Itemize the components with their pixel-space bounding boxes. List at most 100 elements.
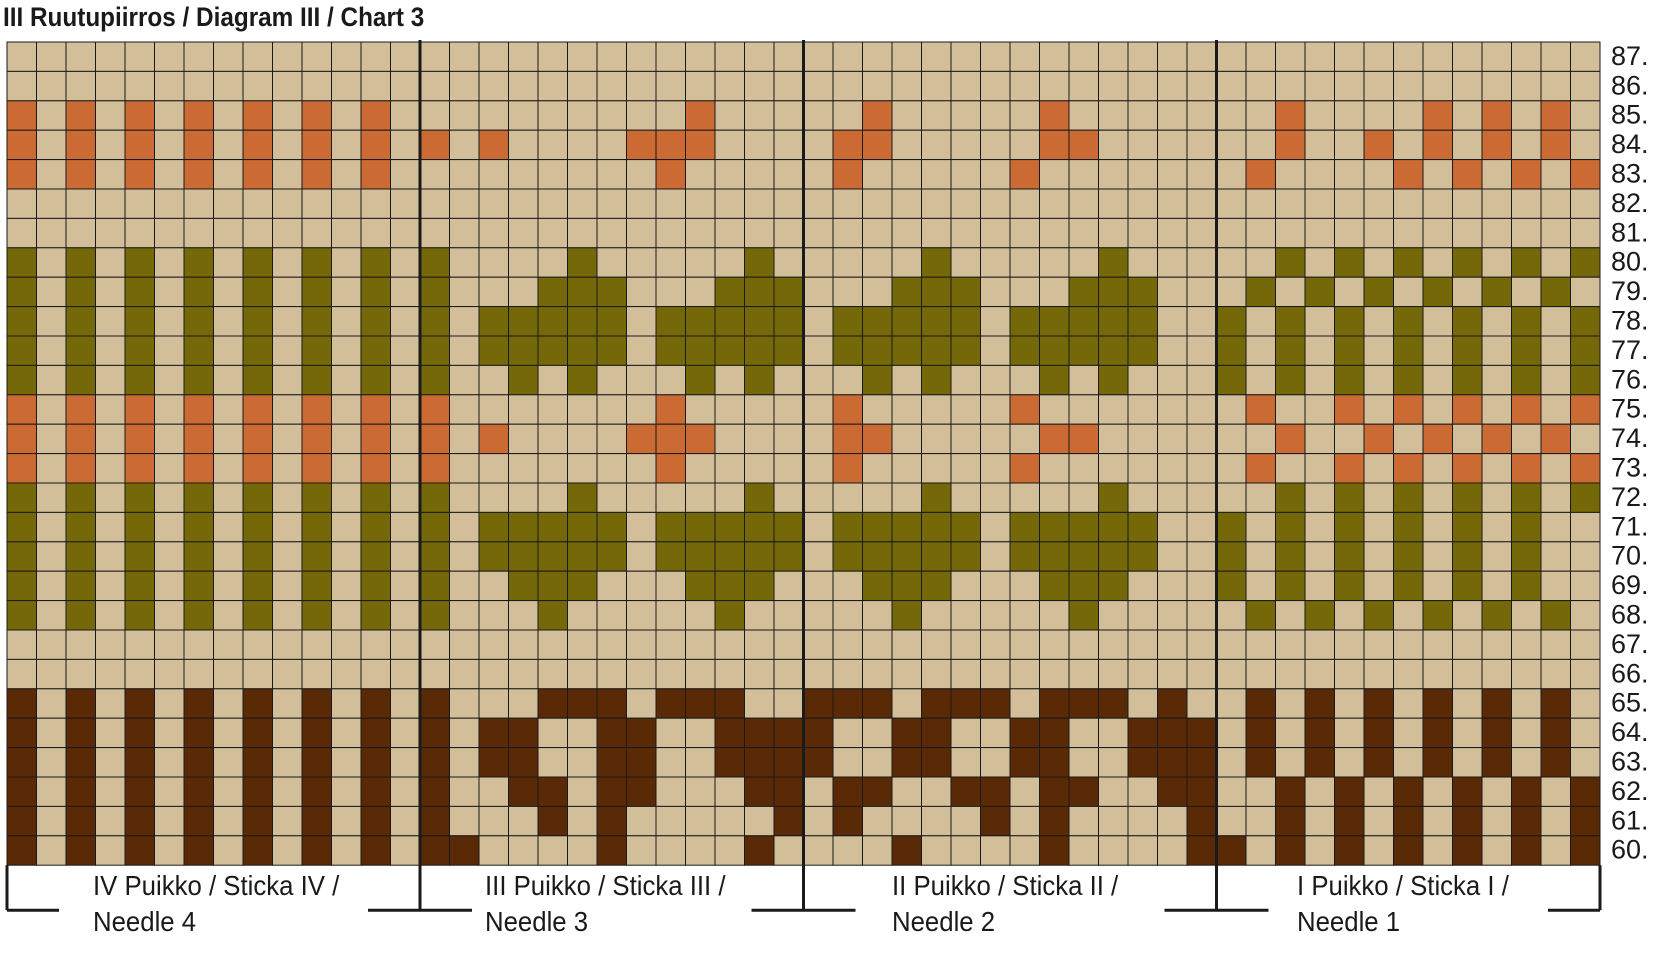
stitch-cell (921, 835, 952, 866)
stitch-cell (508, 276, 539, 308)
stitch-cell (419, 747, 450, 778)
stitch-cell (419, 306, 450, 337)
stitch-cell (1098, 159, 1129, 190)
stitch-cell (213, 129, 244, 161)
stitch-cell (272, 188, 303, 219)
stitch-cell (1452, 423, 1483, 455)
stitch-cell (1098, 482, 1129, 513)
stitch-cell (360, 188, 391, 219)
stitch-cell (921, 805, 952, 837)
stitch-cell (891, 805, 922, 837)
row-number-label: 60. (1611, 835, 1649, 865)
stitch-cell (1304, 805, 1335, 837)
stitch-cell (95, 600, 126, 631)
stitch-cell (301, 306, 332, 337)
stitch-cell (1127, 70, 1158, 102)
stitch-cell (921, 423, 952, 455)
stitch-cell (832, 835, 863, 866)
stitch-cell (360, 100, 391, 131)
stitch-cell (655, 159, 686, 190)
stitch-cell (1511, 217, 1542, 249)
stitch-cell (1186, 159, 1217, 190)
stitch-cell (1334, 453, 1365, 484)
stitch-cell (1540, 394, 1571, 425)
stitch-cell (950, 805, 981, 837)
stitch-cell (478, 394, 509, 425)
stitch-cell (891, 688, 922, 719)
stitch-cell (832, 364, 863, 396)
stitch-cell (1570, 453, 1601, 484)
stitch-cell (390, 835, 421, 866)
stitch-cell (1127, 159, 1158, 190)
stitch-cell (183, 217, 214, 249)
stitch-cell (419, 482, 450, 513)
stitch-cell (183, 247, 214, 278)
stitch-cell (1039, 835, 1070, 866)
stitch-cell (1157, 482, 1188, 513)
stitch-cell (567, 570, 598, 602)
stitch-cell (242, 159, 273, 190)
stitch-cell (183, 70, 214, 102)
stitch-cell (449, 629, 480, 660)
stitch-cell (1068, 688, 1099, 719)
stitch-cell (1422, 247, 1453, 278)
stitch-cell (744, 41, 775, 72)
stitch-cell (390, 453, 421, 484)
stitch-cell (1511, 658, 1542, 690)
chart-row-67 (6, 629, 1601, 660)
stitch-cell (1481, 247, 1512, 278)
stitch-cell (567, 129, 598, 161)
stitch-cell (1009, 658, 1040, 690)
stitch-cell (449, 247, 480, 278)
stitch-cell (36, 776, 67, 807)
stitch-cell (1039, 688, 1070, 719)
stitch-cell (685, 688, 716, 719)
stitch-cell (950, 511, 981, 543)
stitch-cell (449, 159, 480, 190)
stitch-cell (1186, 247, 1217, 278)
stitch-cell (6, 306, 37, 337)
stitch-cell (1393, 306, 1424, 337)
row-number-label: 83. (1611, 159, 1649, 189)
stitch-cell (183, 100, 214, 131)
stitch-cell (1009, 511, 1040, 543)
stitch-cell (1245, 306, 1276, 337)
stitch-cell (1216, 159, 1247, 190)
stitch-cell (154, 394, 185, 425)
stitch-cell (1481, 835, 1512, 866)
stitch-cell (301, 482, 332, 513)
stitch-cell (1186, 688, 1217, 719)
stitch-cell (390, 364, 421, 396)
stitch-cell (449, 364, 480, 396)
stitch-cell (1157, 306, 1188, 337)
chart-row-61 (6, 805, 1601, 837)
stitch-cell (1304, 835, 1335, 866)
stitch-cell (950, 276, 981, 308)
stitch-cell (1127, 688, 1158, 719)
stitch-cell (832, 805, 863, 837)
stitch-cell (744, 247, 775, 278)
stitch-cell (537, 70, 568, 102)
stitch-cell (862, 629, 893, 660)
stitch-cell (773, 511, 804, 543)
stitch-cell (331, 541, 362, 572)
stitch-cell (1363, 217, 1394, 249)
stitch-cell (36, 276, 67, 308)
stitch-cell (65, 688, 96, 719)
stitch-cell (1245, 217, 1276, 249)
stitch-cell (272, 511, 303, 543)
stitch-cell (508, 835, 539, 866)
stitch-cell (655, 41, 686, 72)
stitch-cell (862, 335, 893, 366)
stitch-cell (714, 41, 745, 72)
stitch-cell (1127, 41, 1158, 72)
stitch-cell (1157, 600, 1188, 631)
stitch-cell (272, 129, 303, 161)
stitch-cell (242, 188, 273, 219)
stitch-cell (803, 776, 834, 807)
stitch-cell (891, 129, 922, 161)
stitch-cell (1098, 100, 1129, 131)
stitch-cell (419, 394, 450, 425)
needle-1-label-line1: I Puikko / Sticka I / (1297, 870, 1509, 901)
stitch-cell (803, 600, 834, 631)
